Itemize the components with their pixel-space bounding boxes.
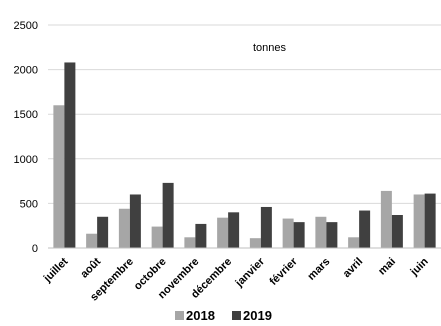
legend-label: 2018 bbox=[186, 308, 215, 323]
bar-2019-septembre bbox=[129, 194, 141, 248]
y-tick-label: 500 bbox=[20, 198, 38, 210]
bar-2019-août bbox=[97, 216, 109, 248]
bar-2019-novembre bbox=[195, 223, 207, 248]
bar-2018-juin bbox=[413, 194, 425, 248]
x-category-label: avril bbox=[341, 256, 365, 280]
bar-2018-juillet bbox=[53, 105, 65, 248]
bar-2018-février bbox=[282, 218, 294, 248]
bar-2018-octobre bbox=[151, 226, 163, 248]
bar-2018-novembre bbox=[184, 237, 196, 248]
x-category-label: août bbox=[78, 255, 103, 280]
bar-2019-mars bbox=[326, 222, 338, 248]
x-category-label: mai bbox=[376, 256, 398, 278]
x-category-label: juin bbox=[408, 255, 431, 278]
y-tick-label: 0 bbox=[32, 243, 38, 255]
x-category-label: février bbox=[267, 255, 300, 288]
bar-2018-mai bbox=[380, 190, 392, 248]
bar-2018-avril bbox=[348, 237, 360, 248]
y-tick-label: 1500 bbox=[14, 109, 38, 121]
x-category-label: mars bbox=[305, 256, 332, 283]
legend-swatch-2018 bbox=[175, 311, 184, 320]
bar-2019-mai bbox=[391, 214, 403, 248]
y-axis-tick-labels: 0 500 1000 1500 2000 2500 bbox=[14, 20, 38, 255]
bar-2019-octobre bbox=[162, 182, 174, 248]
bar-2018-janvier bbox=[249, 238, 261, 248]
bar-2019-juillet bbox=[64, 62, 76, 248]
bar-2019-avril bbox=[359, 210, 371, 248]
legend-swatch-2019 bbox=[232, 311, 241, 320]
bar-2019-décembre bbox=[228, 212, 240, 248]
bar-2018-décembre bbox=[217, 217, 229, 248]
bars bbox=[53, 62, 436, 248]
bar-2018-septembre bbox=[118, 208, 130, 248]
bar-2018-août bbox=[86, 233, 98, 248]
y-tick-label: 2500 bbox=[14, 20, 38, 32]
grid-lines bbox=[48, 24, 441, 204]
y-tick-label: 1000 bbox=[14, 154, 38, 166]
bar-2019-juin bbox=[424, 193, 436, 248]
x-category-label: juillet bbox=[41, 255, 71, 285]
legend: 2018 2019 bbox=[175, 308, 272, 323]
unit-annotation: tonnes bbox=[253, 42, 287, 54]
bar-2019-janvier bbox=[260, 206, 272, 248]
bar-2019-février bbox=[293, 222, 305, 248]
legend-label: 2019 bbox=[243, 308, 272, 323]
bar-2018-mars bbox=[315, 216, 327, 248]
x-category-label: janvier bbox=[233, 255, 268, 290]
x-axis-category-labels: juillet aoûtseptembreoctobrenovembredécem… bbox=[41, 255, 431, 303]
y-tick-label: 2000 bbox=[14, 65, 38, 77]
